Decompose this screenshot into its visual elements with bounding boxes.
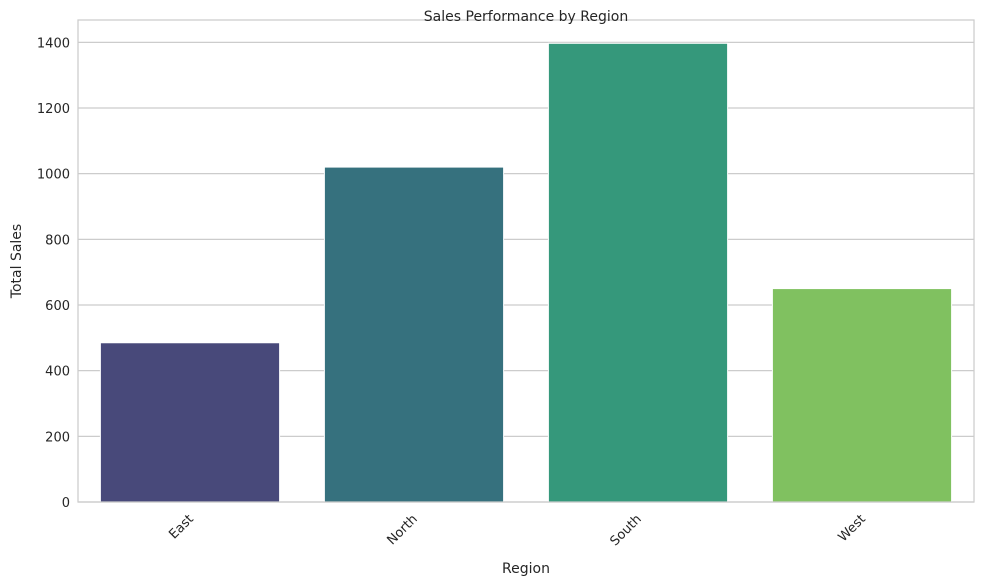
plot-frame [77,19,975,503]
y-tick-label: 400 [45,365,70,380]
bar-south [547,42,729,503]
x-tick-labels: East North South West [166,512,868,549]
bar-east [99,342,281,503]
x-axis-label: Region [502,561,550,577]
y-tick-label: 800 [45,233,70,248]
y-tick-labels: 0 200 400 600 800 1000 1200 1400 [37,36,70,511]
y-tick-label: 1200 [37,102,70,117]
chart-title: Sales Performance by Region [424,9,628,25]
y-axis-label: Total Sales [9,224,25,299]
x-tick-label: North [385,512,421,548]
y-tick-label: 600 [45,299,70,314]
x-tick-label: West [836,512,869,545]
y-tick-label: 200 [45,430,70,445]
y-tick-label: 0 [62,496,70,511]
y-tick-label: 1400 [37,36,70,51]
y-tick-label: 1000 [37,168,70,183]
bar-north [323,166,505,503]
bars [99,42,953,503]
bar-west [771,288,953,503]
x-tick-label: South [608,512,645,549]
x-tick-label: East [166,512,196,542]
